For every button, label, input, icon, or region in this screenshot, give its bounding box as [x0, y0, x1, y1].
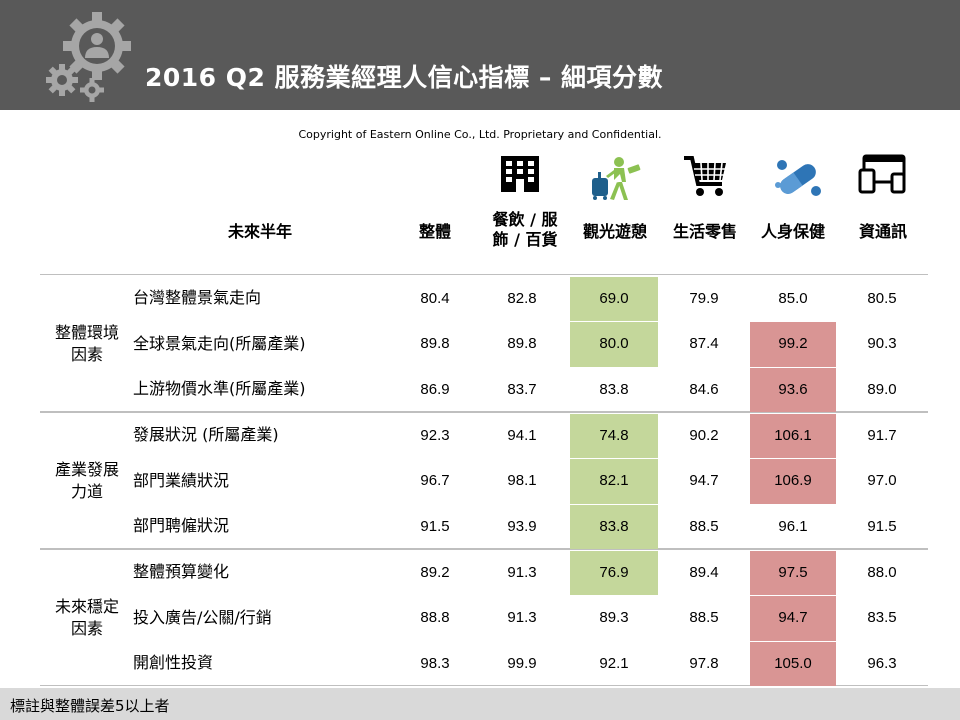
group-label-line2: 因素 [70, 345, 103, 365]
page-title: 2016 Q2 服務業經理人信心指標 – 細項分數 [145, 63, 664, 92]
table-cell: 69.0 [570, 276, 658, 321]
table-cell: 88.0 [867, 563, 897, 581]
col-header-retail: 生活零售 [672, 222, 737, 241]
footer-bar: 標註與整體誤差5以上者 [0, 688, 960, 720]
devices-icon [858, 154, 906, 194]
group-label: 整體環境 因素 [42, 322, 132, 366]
table-cell: 83.8 [599, 380, 629, 398]
col-header-ict: 資通訊 [858, 222, 907, 241]
table-cell: 82.8 [507, 289, 537, 307]
table-cell: 84.6 [689, 380, 719, 398]
building-icon [501, 156, 539, 192]
copyright-notice: Copyright of Eastern Online Co., Ltd. Pr… [298, 128, 662, 141]
table-cell: 86.9 [420, 380, 450, 398]
table-cell: 97.8 [689, 654, 719, 672]
table-cell: 80.4 [420, 289, 450, 307]
row-label: 投入廣告/公關/行銷 [133, 607, 272, 627]
gears-person-icon [46, 12, 131, 102]
table-cell: 89.0 [867, 380, 897, 398]
row-label: 整體預算變化 [133, 562, 230, 581]
table-cell: 98.3 [420, 654, 450, 672]
table-cell: 89.2 [420, 563, 450, 581]
table-cell: 98.1 [507, 472, 537, 489]
table-cell: 91.3 [507, 563, 537, 581]
group-label-line1: 產業發展 [54, 460, 119, 480]
table-cell: 91.5 [867, 517, 897, 535]
group-label-line1: 整體環境 [54, 323, 119, 343]
row-label: 全球景氣走向(所屬產業) [133, 333, 306, 353]
table-cell: 76.9 [570, 550, 658, 595]
col-header-tourism: 觀光遊憩 [582, 222, 647, 241]
table-cell: 93.6 [750, 367, 836, 412]
group-label-line2: 因素 [70, 619, 103, 639]
table-cell: 96.1 [778, 517, 808, 535]
table-cell: 97.0 [867, 472, 897, 489]
table-cell: 88.5 [689, 517, 719, 535]
col-header-dining-retail-line1: 餐飲 / 服 [492, 210, 558, 229]
table-cell: 83.7 [507, 380, 537, 398]
col-header-dining-retail-line2: 飾 / 百貨 [492, 230, 558, 249]
group-label: 產業發展 力道 [42, 459, 132, 503]
group-divider-2 [40, 548, 928, 550]
table-cell: 96.7 [420, 472, 450, 489]
row-label: 上游物價水準(所屬產業) [133, 379, 306, 398]
table-cell: 89.8 [420, 335, 450, 352]
col-header-healthcare: 人身保健 [760, 222, 825, 241]
table-cell: 83.5 [867, 609, 897, 626]
table-cell: 88.5 [689, 609, 719, 626]
header-bar: 2016 Q2 服務業經理人信心指標 – 細項分數 [0, 0, 960, 110]
table-cell: 90.2 [689, 426, 719, 444]
footer-note: 標註與整體誤差5以上者 [10, 697, 170, 715]
header-divider [40, 274, 928, 275]
table-cell: 91.7 [867, 426, 897, 444]
group-label: 未來穩定 因素 [42, 596, 132, 640]
group-label-line2: 力道 [70, 482, 103, 502]
table-cell: 83.8 [570, 504, 658, 549]
row-label: 開創性投資 [133, 653, 214, 672]
col-header-dining-retail: 餐飲 / 服 飾 / 百貨 [478, 210, 572, 250]
table-cell: 94.7 [689, 472, 719, 489]
table-cell: 89.4 [689, 563, 719, 581]
table-cell: 92.1 [599, 654, 629, 672]
table-cell: 106.1 [750, 413, 836, 458]
row-label: 部門業績狀況 [133, 470, 230, 490]
table-cell: 105.0 [750, 641, 836, 686]
table-cell: 74.8 [570, 413, 658, 458]
table-bottom-line [40, 685, 928, 686]
traveler-icon [592, 157, 641, 200]
table-cell: 99.9 [507, 654, 537, 672]
table-cell: 85.0 [778, 289, 808, 307]
table-cell: 80.0 [570, 322, 658, 367]
shopping-cart-icon [684, 156, 726, 196]
table-cell: 91.3 [507, 609, 537, 626]
corner-label: 未來半年 [227, 222, 292, 241]
table-cell: 94.1 [507, 426, 537, 444]
table-cell: 79.9 [689, 289, 719, 307]
table-cell: 97.5 [750, 550, 836, 595]
table-cell: 89.8 [507, 335, 537, 352]
row-label: 部門聘僱狀況 [133, 516, 230, 535]
col-header-overall: 整體 [418, 222, 451, 241]
table-cell: 92.3 [420, 426, 450, 444]
row-label: 發展狀況 (所屬產業) [133, 425, 279, 444]
table-cell: 80.5 [867, 289, 897, 307]
table-cell: 87.4 [689, 335, 719, 352]
table-cell: 93.9 [507, 517, 537, 535]
row-label: 台灣整體景氣走向 [133, 288, 262, 307]
table-cell: 106.9 [750, 459, 836, 504]
table-cell: 89.3 [599, 609, 629, 626]
table-cell: 91.5 [420, 517, 450, 535]
table-cell: 90.3 [867, 335, 897, 352]
group-divider-1 [40, 411, 928, 413]
table-cell: 99.2 [750, 322, 836, 367]
pill-icon [775, 160, 821, 196]
table-cell: 94.7 [750, 596, 836, 641]
table-cell: 88.8 [420, 609, 450, 626]
table-cell: 96.3 [867, 654, 897, 672]
group-label-line1: 未來穩定 [54, 597, 119, 617]
table-cell: 82.1 [570, 459, 658, 504]
